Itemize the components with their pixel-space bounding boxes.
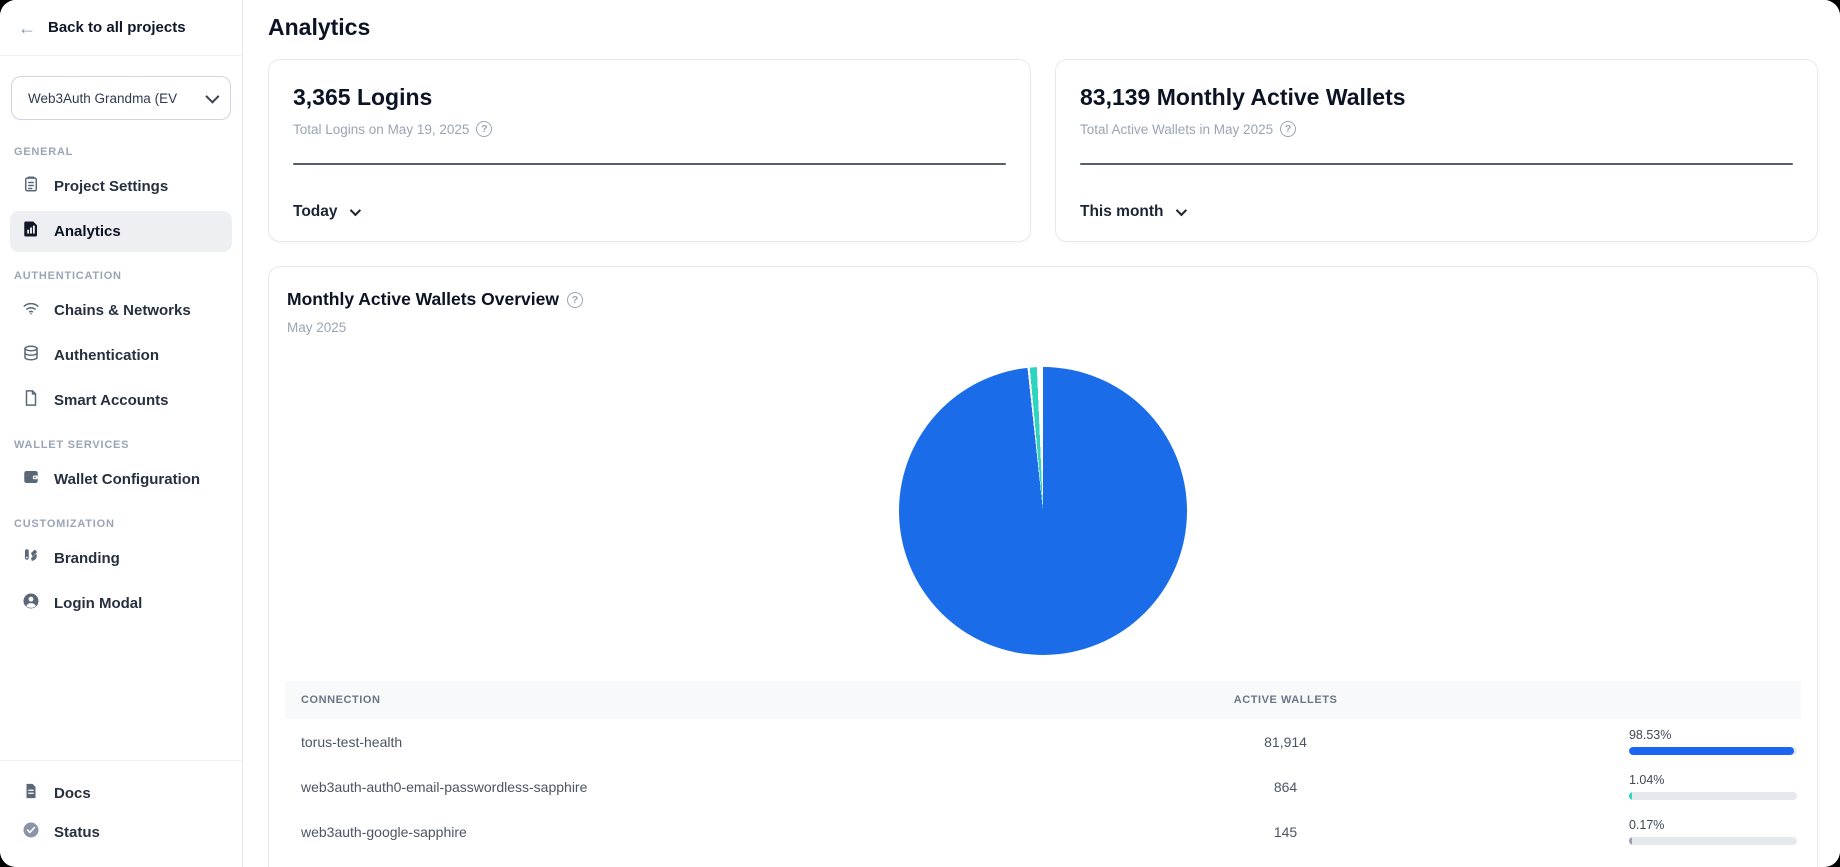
sidebar-footer: Docs Status bbox=[0, 760, 242, 867]
sidebar-item-smart-accounts[interactable]: Smart Accounts bbox=[10, 380, 232, 421]
column-header-active-wallets: ACTIVE WALLETS bbox=[1233, 694, 1338, 706]
progress-bar-fill bbox=[1628, 837, 1632, 845]
user-circle-icon bbox=[22, 592, 40, 615]
column-header-connection: CONNECTION bbox=[301, 694, 381, 706]
percent-cell: 98.53% bbox=[1628, 728, 1797, 755]
wallets-overview-card: Monthly Active Wallets Overview ? May 20… bbox=[268, 266, 1818, 867]
sidebar-item-authentication[interactable]: Authentication bbox=[10, 335, 232, 376]
project-selector-dropdown[interactable]: Web3Auth Grandma (EV bbox=[11, 76, 231, 120]
clipboard-icon bbox=[22, 175, 40, 198]
active-wallets-pie-chart[interactable] bbox=[899, 367, 1187, 655]
sidebar: ← Back to all projects Web3Auth Grandma … bbox=[0, 0, 243, 867]
active-wallets-count: 81,914 bbox=[1264, 733, 1307, 750]
active-wallets-count: 145 bbox=[1273, 823, 1298, 840]
chevron-down-icon bbox=[349, 204, 361, 217]
percent-label: 1.04% bbox=[1628, 773, 1665, 787]
help-icon[interactable]: ? bbox=[1280, 121, 1297, 137]
check-circle-icon bbox=[22, 821, 40, 844]
table-row[interactable]: web3auth-google-sapphire 145 0.17% bbox=[285, 809, 1801, 854]
section-label-general: GENERAL bbox=[14, 146, 74, 158]
active-wallets-stat-subtitle: Total Active Wallets in May 2025 bbox=[1080, 121, 1274, 137]
chevron-down-icon bbox=[205, 89, 220, 104]
percent-label: 98.53% bbox=[1628, 728, 1672, 742]
sidebar-item-analytics[interactable]: Analytics bbox=[10, 211, 232, 252]
active-wallets-stat-card: 83,139 Monthly Active Wallets Total Acti… bbox=[1055, 59, 1818, 242]
sidebar-item-label: Project Settings bbox=[54, 178, 169, 195]
sidebar-item-label: Chains & Networks bbox=[54, 302, 191, 319]
back-to-projects-link[interactable]: ← Back to all projects bbox=[0, 0, 242, 56]
table-row[interactable]: web3auth-auth0-email-passwordless-sapphi… bbox=[285, 764, 1801, 809]
back-arrow-icon: ← bbox=[18, 17, 36, 38]
table-row[interactable]: torus-test-health 81,914 98.53% bbox=[285, 719, 1801, 764]
connections-table: CONNECTION ACTIVE WALLETS torus-test-hea… bbox=[285, 681, 1801, 854]
stat-card-divider bbox=[293, 163, 1006, 165]
section-label-wallet-services: WALLET SERVICES bbox=[14, 439, 130, 451]
help-icon[interactable]: ? bbox=[566, 291, 583, 308]
stat-card-divider bbox=[1080, 163, 1793, 165]
active-wallets-range-dropdown[interactable]: This month bbox=[1080, 203, 1187, 221]
progress-bar bbox=[1628, 747, 1797, 755]
logins-range-value: Today bbox=[293, 203, 338, 220]
wallet-icon bbox=[22, 468, 40, 491]
logins-range-dropdown[interactable]: Today bbox=[293, 203, 361, 221]
sidebar-item-wallet-configuration[interactable]: Wallet Configuration bbox=[10, 459, 232, 500]
connection-name: web3auth-google-sapphire bbox=[301, 823, 467, 840]
sidebar-item-project-settings[interactable]: Project Settings bbox=[10, 166, 232, 207]
sidebar-item-label: Branding bbox=[54, 550, 120, 567]
sidebar-item-label: Analytics bbox=[54, 223, 121, 240]
logins-stat-card: 3,365 Logins Total Logins on May 19, 202… bbox=[268, 59, 1031, 242]
active-wallets-count: 864 bbox=[1273, 778, 1298, 795]
table-header-row: CONNECTION ACTIVE WALLETS bbox=[285, 681, 1801, 719]
sidebar-item-docs[interactable]: Docs bbox=[10, 775, 232, 812]
progress-bar-fill bbox=[1628, 747, 1795, 755]
progress-bar-fill bbox=[1628, 792, 1632, 800]
sidebar-item-status[interactable]: Status bbox=[10, 814, 232, 851]
help-icon[interactable]: ? bbox=[476, 121, 493, 137]
sidebar-item-login-modal[interactable]: Login Modal bbox=[10, 583, 232, 624]
doc-icon bbox=[22, 782, 40, 805]
wifi-icon bbox=[22, 299, 40, 322]
logins-stat-value: 3,365 Logins bbox=[293, 84, 433, 110]
progress-bar bbox=[1628, 792, 1797, 800]
section-label-authentication: AUTHENTICATION bbox=[14, 270, 122, 282]
sidebar-spacer bbox=[0, 626, 242, 760]
file-icon bbox=[22, 389, 40, 412]
back-label: Back to all projects bbox=[48, 19, 186, 36]
sidebar-item-chains-networks[interactable]: Chains & Networks bbox=[10, 290, 232, 331]
sidebar-item-label: Status bbox=[54, 824, 100, 841]
percent-label: 0.17% bbox=[1628, 818, 1665, 832]
sidebar-item-label: Docs bbox=[54, 785, 91, 802]
database-icon bbox=[22, 344, 40, 367]
page-title: Analytics bbox=[268, 14, 371, 40]
active-wallets-stat-value: 83,139 Monthly Active Wallets bbox=[1080, 84, 1406, 110]
percent-cell: 0.17% bbox=[1628, 818, 1797, 845]
section-label-customization: CUSTOMIZATION bbox=[14, 518, 115, 530]
analytics-chart-icon bbox=[22, 220, 40, 243]
sidebar-item-label: Smart Accounts bbox=[54, 392, 169, 409]
chart-title: Monthly Active Wallets Overview bbox=[287, 289, 559, 309]
sidebar-item-label: Login Modal bbox=[54, 595, 143, 612]
brush-icon bbox=[22, 547, 40, 570]
project-selector-value: Web3Auth Grandma (EV bbox=[28, 90, 178, 106]
percent-cell: 1.04% bbox=[1628, 773, 1797, 800]
progress-bar bbox=[1628, 837, 1797, 845]
stat-cards-row: 3,365 Logins Total Logins on May 19, 202… bbox=[268, 59, 1818, 242]
sidebar-item-branding[interactable]: Branding bbox=[10, 538, 232, 579]
chart-subtitle: May 2025 bbox=[287, 320, 347, 335]
sidebar-item-label: Wallet Configuration bbox=[54, 471, 201, 488]
logins-stat-subtitle: Total Logins on May 19, 2025 bbox=[293, 121, 470, 137]
sidebar-item-label: Authentication bbox=[54, 347, 159, 364]
connection-name: web3auth-auth0-email-passwordless-sapphi… bbox=[301, 778, 588, 795]
connection-name: torus-test-health bbox=[301, 733, 403, 750]
pie-chart-area bbox=[285, 367, 1801, 655]
chevron-down-icon bbox=[1175, 204, 1187, 217]
active-wallets-range-value: This month bbox=[1080, 203, 1164, 220]
main-content: Analytics 3,365 Logins Total Logins on M… bbox=[243, 0, 1840, 867]
